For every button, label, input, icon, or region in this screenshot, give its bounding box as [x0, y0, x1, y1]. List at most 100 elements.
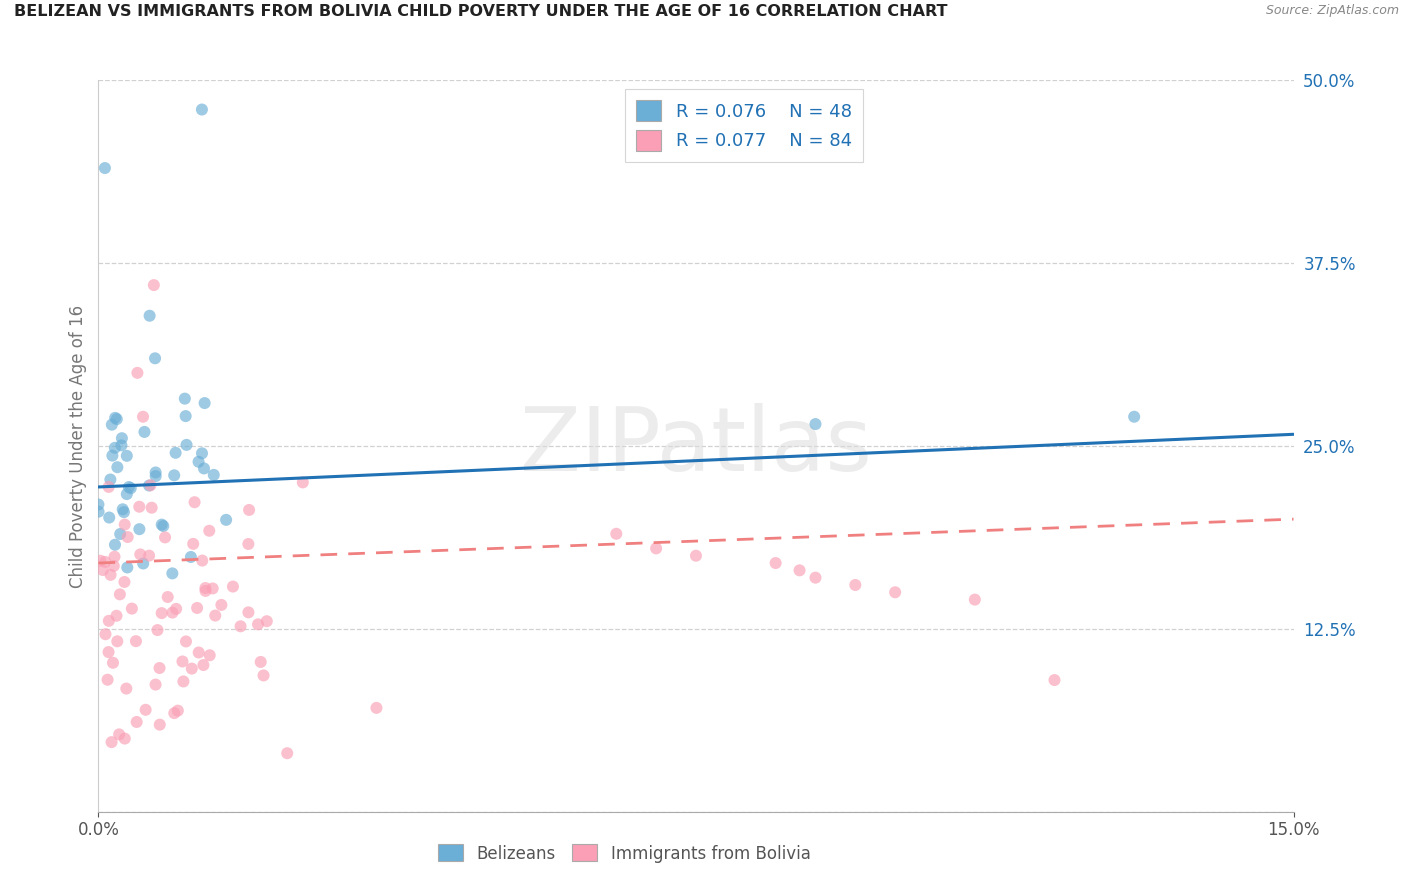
- Point: [162, 606, 184, 620]
- Point: [108, 727, 131, 741]
- Point: [145, 677, 167, 691]
- Point: [148, 661, 170, 675]
- Point: [172, 655, 194, 669]
- Point: [121, 601, 143, 615]
- Point: [238, 606, 260, 620]
- Point: [94, 161, 117, 175]
- Point: [111, 502, 134, 516]
- Point: [645, 541, 668, 556]
- Point: [105, 608, 128, 623]
- Point: [97, 645, 120, 659]
- Point: [163, 468, 186, 483]
- Text: BELIZEAN VS IMMIGRANTS FROM BOLIVIA CHILD POVERTY UNDER THE AGE OF 16 CORRELATIO: BELIZEAN VS IMMIGRANTS FROM BOLIVIA CHIL…: [14, 4, 948, 20]
- Y-axis label: Child Poverty Under the Age of 16: Child Poverty Under the Age of 16: [69, 304, 87, 588]
- Point: [204, 608, 226, 623]
- Point: [105, 634, 128, 648]
- Point: [153, 530, 176, 544]
- Point: [141, 500, 163, 515]
- Point: [117, 530, 139, 544]
- Point: [186, 601, 208, 615]
- Point: [97, 480, 120, 494]
- Point: [108, 587, 131, 601]
- Point: [804, 417, 827, 431]
- Point: [215, 513, 238, 527]
- Text: Source: ZipAtlas.com: Source: ZipAtlas.com: [1265, 4, 1399, 18]
- Point: [194, 581, 217, 595]
- Point: [172, 674, 194, 689]
- Point: [127, 366, 149, 380]
- Point: [138, 549, 160, 563]
- Point: [276, 746, 298, 760]
- Point: [605, 526, 627, 541]
- Point: [366, 701, 388, 715]
- Point: [103, 549, 125, 564]
- Point: [87, 505, 110, 519]
- Point: [118, 480, 141, 494]
- Point: [1043, 673, 1066, 687]
- Point: [100, 567, 122, 582]
- Point: [94, 555, 117, 569]
- Point: [105, 412, 128, 426]
- Point: [143, 351, 166, 366]
- Point: [187, 646, 209, 660]
- Point: [98, 510, 121, 524]
- Point: [202, 467, 225, 482]
- Point: [165, 446, 187, 460]
- Point: [191, 446, 214, 460]
- Point: [120, 481, 142, 495]
- Point: [104, 441, 127, 455]
- Point: [112, 505, 135, 519]
- Point: [115, 487, 138, 501]
- Point: [101, 417, 124, 432]
- Point: [193, 461, 215, 475]
- Point: [963, 592, 986, 607]
- Point: [176, 438, 198, 452]
- Legend: Belizeans, Immigrants from Bolivia: Belizeans, Immigrants from Bolivia: [432, 838, 817, 869]
- Point: [163, 706, 186, 720]
- Point: [152, 519, 174, 533]
- Point: [238, 503, 260, 517]
- Point: [247, 617, 270, 632]
- Point: [114, 517, 136, 532]
- Point: [115, 681, 138, 696]
- Point: [222, 580, 245, 594]
- Point: [94, 627, 117, 641]
- Point: [100, 473, 122, 487]
- Point: [198, 648, 221, 663]
- Point: [132, 409, 155, 424]
- Point: [191, 103, 214, 117]
- Point: [180, 549, 202, 564]
- Point: [138, 309, 160, 323]
- Point: [150, 606, 173, 620]
- Point: [139, 478, 162, 492]
- Point: [150, 517, 173, 532]
- Point: [149, 717, 172, 731]
- Point: [125, 714, 148, 729]
- Point: [97, 673, 120, 687]
- Point: [884, 585, 907, 599]
- Point: [125, 634, 148, 648]
- Point: [156, 590, 179, 604]
- Point: [97, 614, 120, 628]
- Point: [145, 469, 167, 483]
- Point: [104, 538, 127, 552]
- Point: [101, 449, 124, 463]
- Point: [183, 495, 205, 509]
- Point: [685, 549, 707, 563]
- Point: [789, 563, 811, 577]
- Point: [145, 466, 167, 480]
- Point: [111, 431, 134, 445]
- Point: [87, 498, 110, 512]
- Point: [166, 704, 188, 718]
- Point: [194, 583, 217, 598]
- Point: [181, 537, 204, 551]
- Text: ZIPatlas: ZIPatlas: [520, 402, 872, 490]
- Point: [194, 396, 217, 410]
- Point: [238, 537, 260, 551]
- Point: [198, 524, 221, 538]
- Point: [173, 392, 195, 406]
- Point: [804, 571, 827, 585]
- Point: [138, 478, 160, 492]
- Point: [115, 449, 138, 463]
- Point: [165, 602, 187, 616]
